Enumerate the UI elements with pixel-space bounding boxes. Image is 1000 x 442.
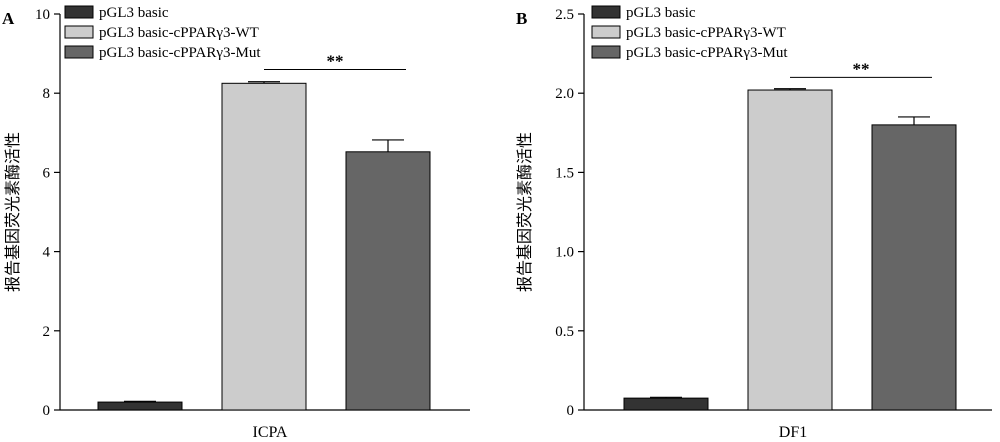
legend-swatch: [591, 45, 621, 59]
bar: [97, 401, 183, 411]
x-axis-label: DF1: [779, 424, 807, 441]
panel-letter: A: [2, 9, 15, 28]
y-tick-label: 2.0: [555, 86, 574, 102]
y-tick-label: 1.0: [555, 245, 574, 261]
bar: [345, 151, 431, 411]
y-tick-label: 10: [35, 7, 50, 23]
significance-label: **: [853, 59, 870, 78]
legend-swatch: [64, 5, 94, 19]
legend-label: pGL3 basic-cPPARγ3-WT: [99, 25, 259, 41]
y-tick-label: 8: [43, 86, 51, 102]
bar: [221, 82, 307, 411]
legend-swatch: [64, 45, 94, 59]
bar: [747, 89, 833, 411]
legend-label: pGL3 basic-cPPARγ3-WT: [626, 25, 786, 41]
legend-label: pGL3 basic: [626, 5, 696, 21]
y-tick-label: 6: [43, 165, 51, 181]
y-tick-label: 0: [567, 403, 575, 419]
significance-label: **: [327, 51, 344, 70]
y-tick-label: 1.5: [555, 165, 574, 181]
y-axis-title: 报告基因荧光素酶活性: [516, 132, 534, 292]
y-tick-label: 2: [43, 324, 51, 340]
panel-letter: B: [516, 9, 527, 28]
x-axis-label: ICPA: [253, 424, 288, 441]
y-axis-title: 报告基因荧光素酶活性: [4, 132, 22, 292]
legend-swatch: [591, 5, 621, 19]
bar: [623, 397, 709, 411]
legend-swatch: [64, 25, 94, 39]
legend-label: pGL3 basic-cPPARγ3-Mut: [626, 45, 788, 61]
legend-label: pGL3 basic-cPPARγ3-Mut: [99, 45, 261, 61]
y-tick-label: 0.5: [555, 324, 574, 340]
bar: [871, 124, 957, 411]
legend-swatch: [591, 25, 621, 39]
legend-label: pGL3 basic: [99, 5, 169, 21]
y-tick-label: 4: [43, 245, 51, 261]
y-tick-label: 0: [43, 403, 51, 419]
y-tick-label: 2.5: [555, 7, 574, 23]
